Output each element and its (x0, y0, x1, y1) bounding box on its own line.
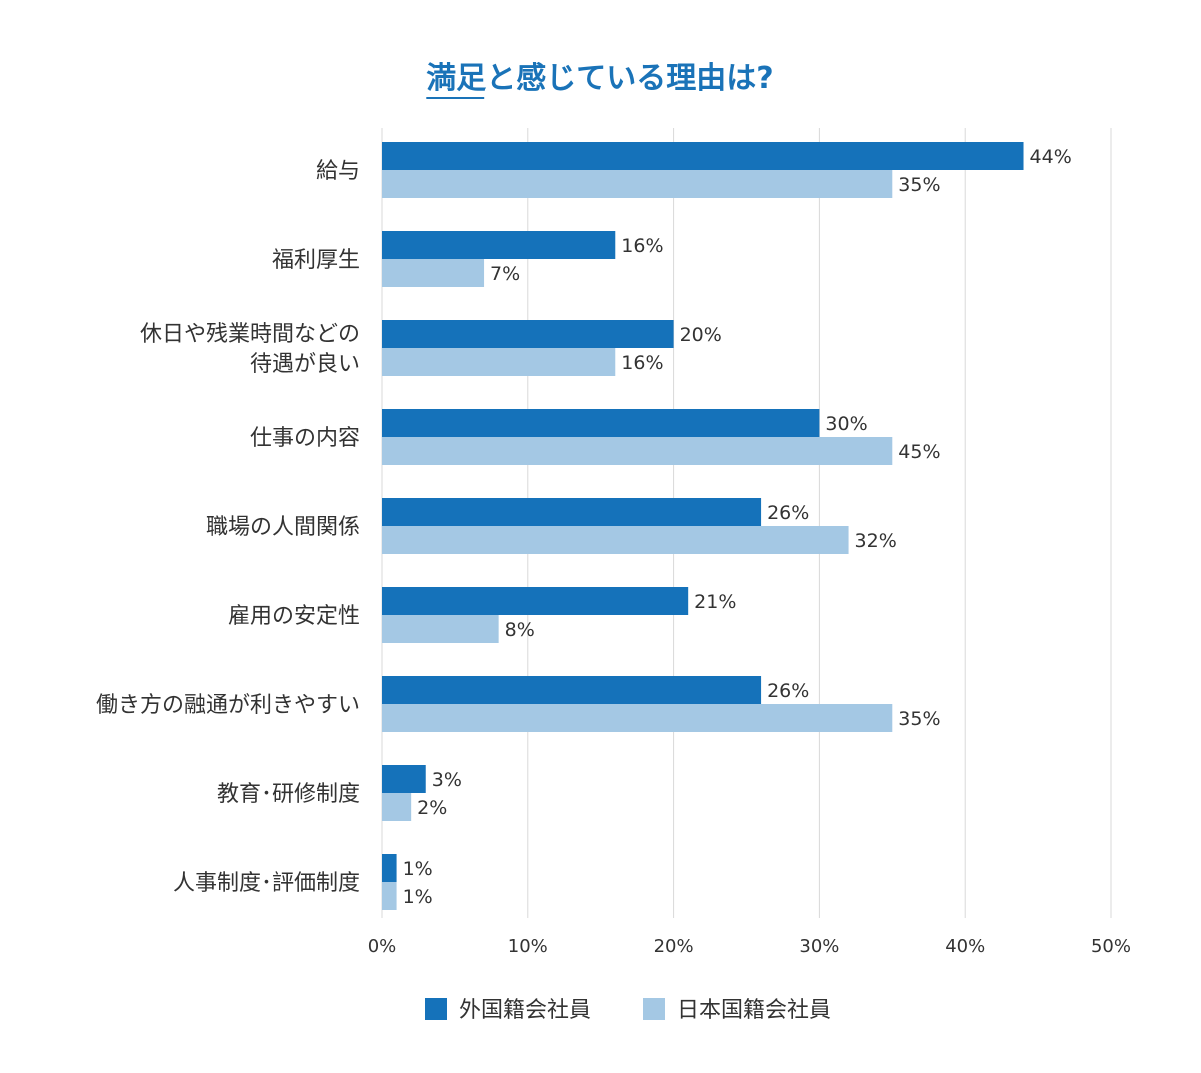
data-label-s2-c8: 2% (417, 797, 447, 819)
data-label-s1-c6: 21% (694, 591, 736, 613)
data-label-s1-c1: 44% (1030, 146, 1072, 168)
category-label-line: 人事制度･評価制度 (173, 871, 360, 896)
bar-s1-c7 (382, 676, 762, 704)
x-tick-label-0: 0% (368, 936, 397, 957)
bar-s2-c1 (382, 170, 893, 198)
bar-s2-c7 (382, 704, 893, 732)
data-label-s1-c5: 26% (767, 502, 809, 524)
bar-s2-c3 (382, 348, 616, 376)
bar-s1-c8 (382, 765, 426, 793)
category-label-line: 休日や残業時間などの (140, 322, 360, 347)
bar-s2-c5 (382, 526, 849, 554)
data-label-s2-c2: 7% (490, 263, 520, 285)
legend-swatch-1 (425, 998, 447, 1020)
data-label-s1-c7: 26% (767, 680, 809, 702)
data-label-s2-c1: 35% (898, 174, 940, 196)
category-label-line: 待遇が良い (250, 352, 360, 377)
bar-s1-c1 (382, 142, 1024, 170)
bar-s1-c5 (382, 498, 762, 526)
chart-title: 満足と感じている理由は? (426, 61, 773, 96)
category-label-line: 福利厚生 (272, 248, 360, 273)
x-axis-ticks: 0% 10% 20% 30% 40% 50% (368, 936, 1131, 957)
category-label-1: 給与 (316, 159, 360, 184)
legend: 外国籍会社員 日本国籍会社員 (425, 998, 831, 1023)
bar-s1-c6 (382, 587, 689, 615)
category-label-line: 働き方の融通が利きやすい (96, 693, 360, 718)
data-label-s2-c7: 35% (898, 708, 940, 730)
category-label-7: 働き方の融通が利きやすい (96, 693, 360, 718)
bar-s2-c9 (382, 882, 397, 910)
chart-title-group: 満足と感じている理由は? (426, 61, 774, 99)
x-tick-label-5: 50% (1091, 936, 1131, 957)
category-label-4: 仕事の内容 (250, 426, 360, 451)
data-label-s1-c2: 16% (621, 235, 663, 257)
data-label-s1-c9: 1% (403, 858, 433, 880)
x-tick-label-3: 30% (799, 936, 839, 957)
category-label-line: 仕事の内容 (250, 426, 360, 451)
data-label-s1-c4: 30% (825, 413, 867, 435)
category-labels: 給与福利厚生休日や残業時間などの待遇が良い仕事の内容職場の人間関係雇用の安定性働… (96, 159, 360, 896)
category-label-line: 雇用の安定性 (228, 604, 360, 629)
category-label-5: 職場の人間関係 (206, 515, 360, 540)
category-label-9: 人事制度･評価制度 (173, 871, 360, 896)
data-label-s2-c6: 8% (505, 619, 535, 641)
category-label-8: 教育･研修制度 (217, 782, 360, 807)
legend-swatch-2 (643, 998, 665, 1020)
x-tick-label-1: 10% (508, 936, 548, 957)
bars: 44% 35% 16% 7% 20% 16% 30% 45% 26% 32% 21% 8% 26% 35%… (382, 142, 1072, 910)
category-label-line: 職場の人間関係 (206, 515, 360, 540)
legend-label-1: 外国籍会社員 (459, 998, 591, 1023)
category-label-2: 福利厚生 (272, 248, 360, 273)
data-label-s2-c5: 32% (855, 530, 897, 552)
data-label-s1-c3: 20% (680, 324, 722, 346)
bar-s1-c3 (382, 320, 674, 348)
data-label-s2-c3: 16% (621, 352, 663, 374)
bar-s1-c9 (382, 854, 397, 882)
x-tick-label-2: 20% (654, 936, 694, 957)
bar-s2-c8 (382, 793, 412, 821)
data-label-s2-c4: 45% (898, 441, 940, 463)
bar-s1-c4 (382, 409, 820, 437)
x-tick-label-4: 40% (945, 936, 985, 957)
category-label-3: 休日や残業時間などの待遇が良い (140, 322, 360, 377)
legend-label-2: 日本国籍会社員 (677, 998, 831, 1023)
category-label-line: 教育･研修制度 (217, 782, 360, 807)
bar-s2-c6 (382, 615, 499, 643)
bar-s2-c4 (382, 437, 893, 465)
category-label-line: 給与 (316, 159, 360, 184)
category-label-6: 雇用の安定性 (228, 604, 360, 629)
bar-s2-c2 (382, 259, 485, 287)
data-label-s2-c9: 1% (403, 886, 433, 908)
bar-s1-c2 (382, 231, 616, 259)
data-label-s1-c8: 3% (432, 769, 462, 791)
